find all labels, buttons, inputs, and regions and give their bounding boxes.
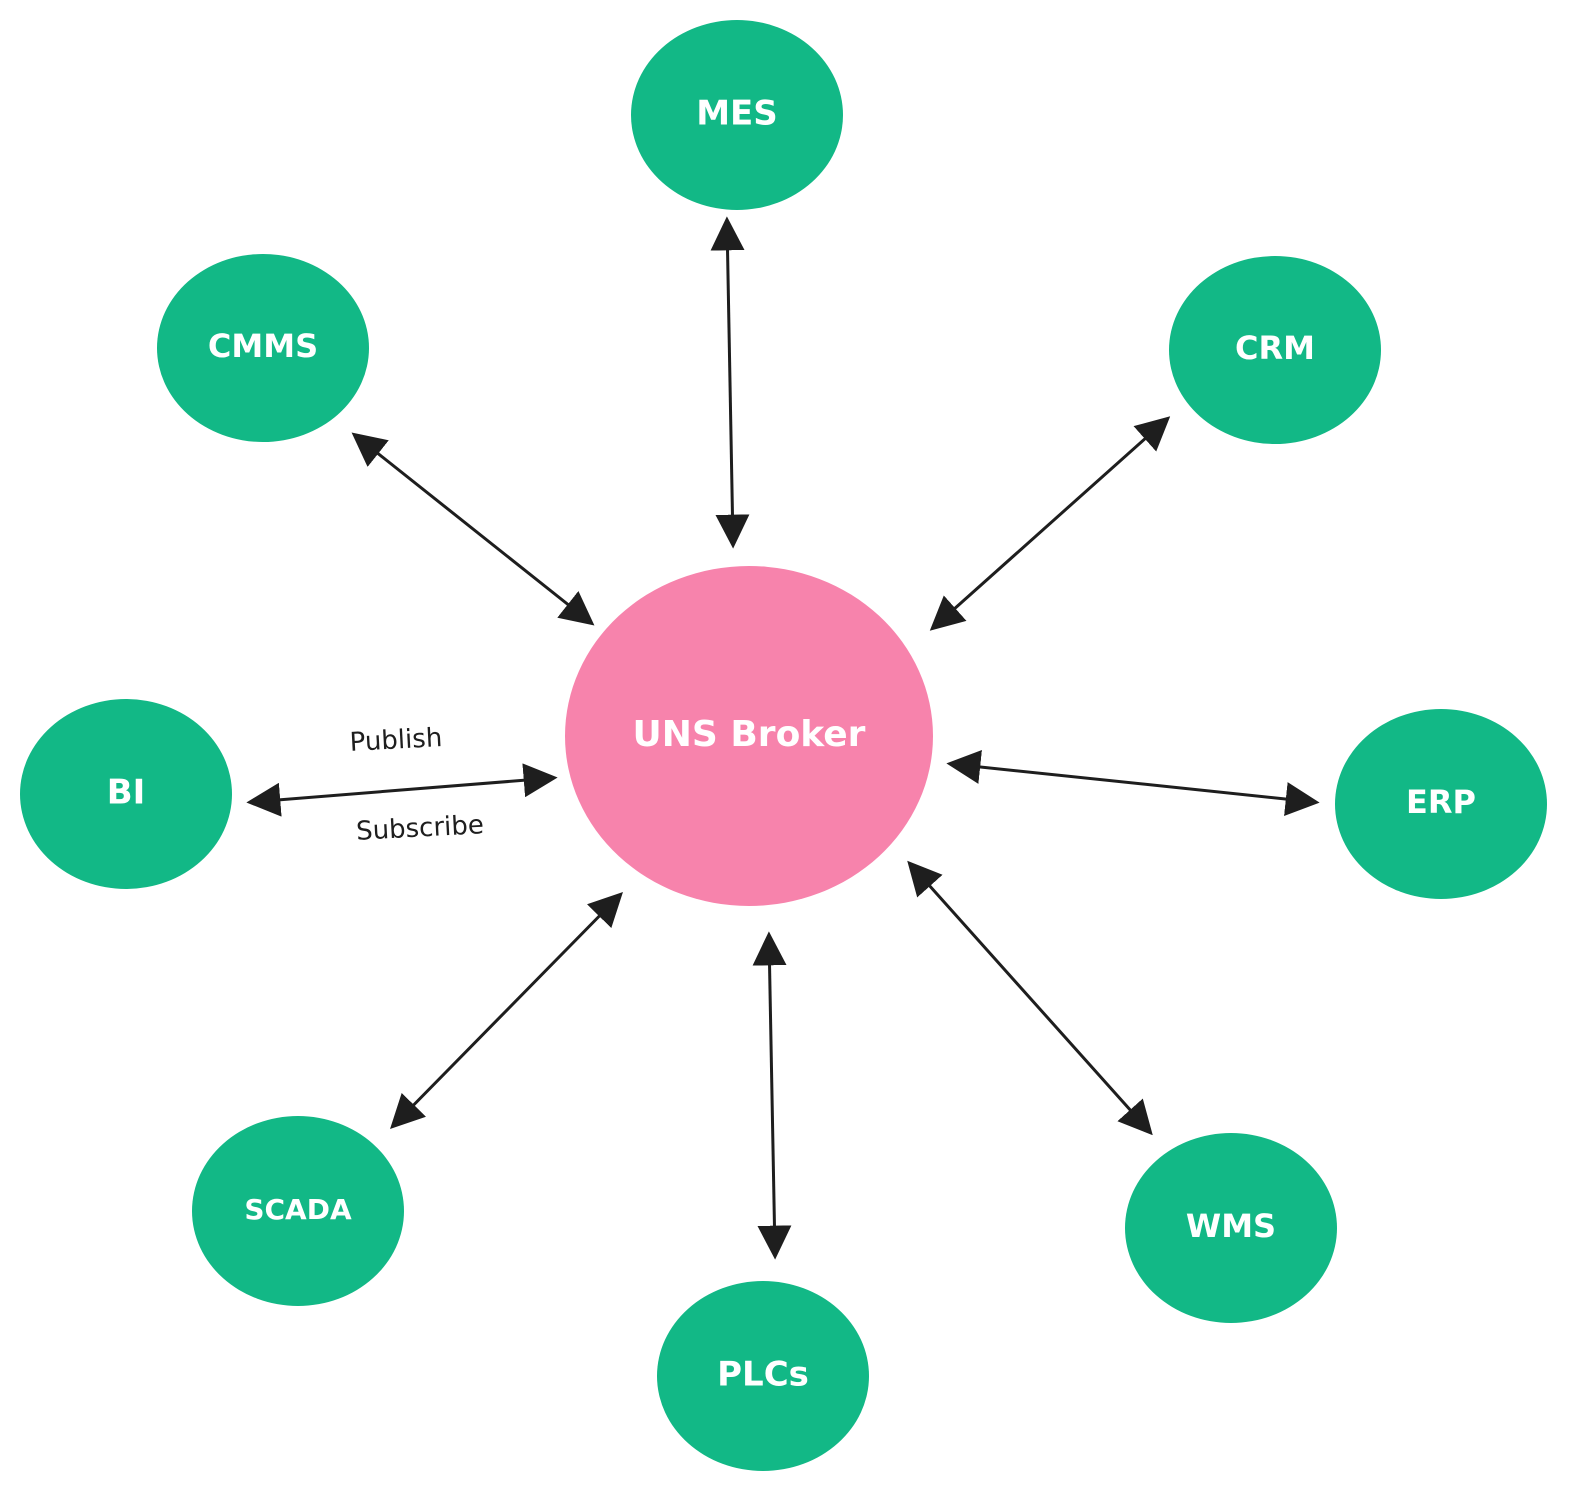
- edge-mes-broker: [710, 216, 750, 549]
- broker-circle: [565, 566, 933, 906]
- node-plcs-circle: [657, 1281, 869, 1471]
- node-cmms-circle: [157, 254, 369, 442]
- broker-label: UNS Broker: [633, 714, 866, 755]
- node-plcs-label: PLCs: [717, 1355, 809, 1395]
- edge-crm-broker: [929, 416, 1171, 631]
- node-scada-circle: [192, 1116, 404, 1306]
- edge-label-subscribe: Subscribe: [355, 810, 484, 847]
- edge-plcs-broker: [752, 931, 792, 1260]
- node-scada-label: SCADA: [244, 1193, 352, 1226]
- edge-cmms-broker: [351, 432, 595, 626]
- node-crm[interactable]: CRM: [1169, 256, 1381, 444]
- node-bi-label: BI: [107, 773, 146, 813]
- edges: [246, 216, 1320, 1260]
- node-plcs[interactable]: PLCs: [657, 1281, 869, 1471]
- edge-label-publish: Publish: [349, 723, 443, 758]
- node-cmms[interactable]: CMMS: [157, 254, 369, 442]
- edge-bi-broker: [246, 763, 558, 817]
- node-crm-label: CRM: [1235, 329, 1315, 367]
- node-bi-circle: [20, 699, 232, 889]
- node-erp[interactable]: ERP: [1335, 709, 1547, 899]
- broker-node[interactable]: UNS Broker: [565, 566, 933, 906]
- node-mes-circle: [631, 20, 843, 210]
- edge-scada-broker: [390, 891, 623, 1130]
- node-scada[interactable]: SCADA: [192, 1116, 404, 1306]
- node-cmms-label: CMMS: [208, 327, 318, 365]
- node-crm-circle: [1169, 256, 1381, 444]
- node-wms[interactable]: WMS: [1125, 1133, 1337, 1323]
- edge-erp-broker: [946, 750, 1320, 816]
- node-erp-circle: [1335, 709, 1547, 899]
- node-wms-label: WMS: [1186, 1207, 1276, 1245]
- node-mes-label: MES: [696, 94, 778, 134]
- node-erp-label: ERP: [1406, 783, 1476, 821]
- node-wms-circle: [1125, 1133, 1337, 1323]
- node-bi[interactable]: BI: [20, 699, 232, 889]
- node-mes[interactable]: MES: [631, 20, 843, 210]
- edge-wms-broker: [907, 860, 1153, 1136]
